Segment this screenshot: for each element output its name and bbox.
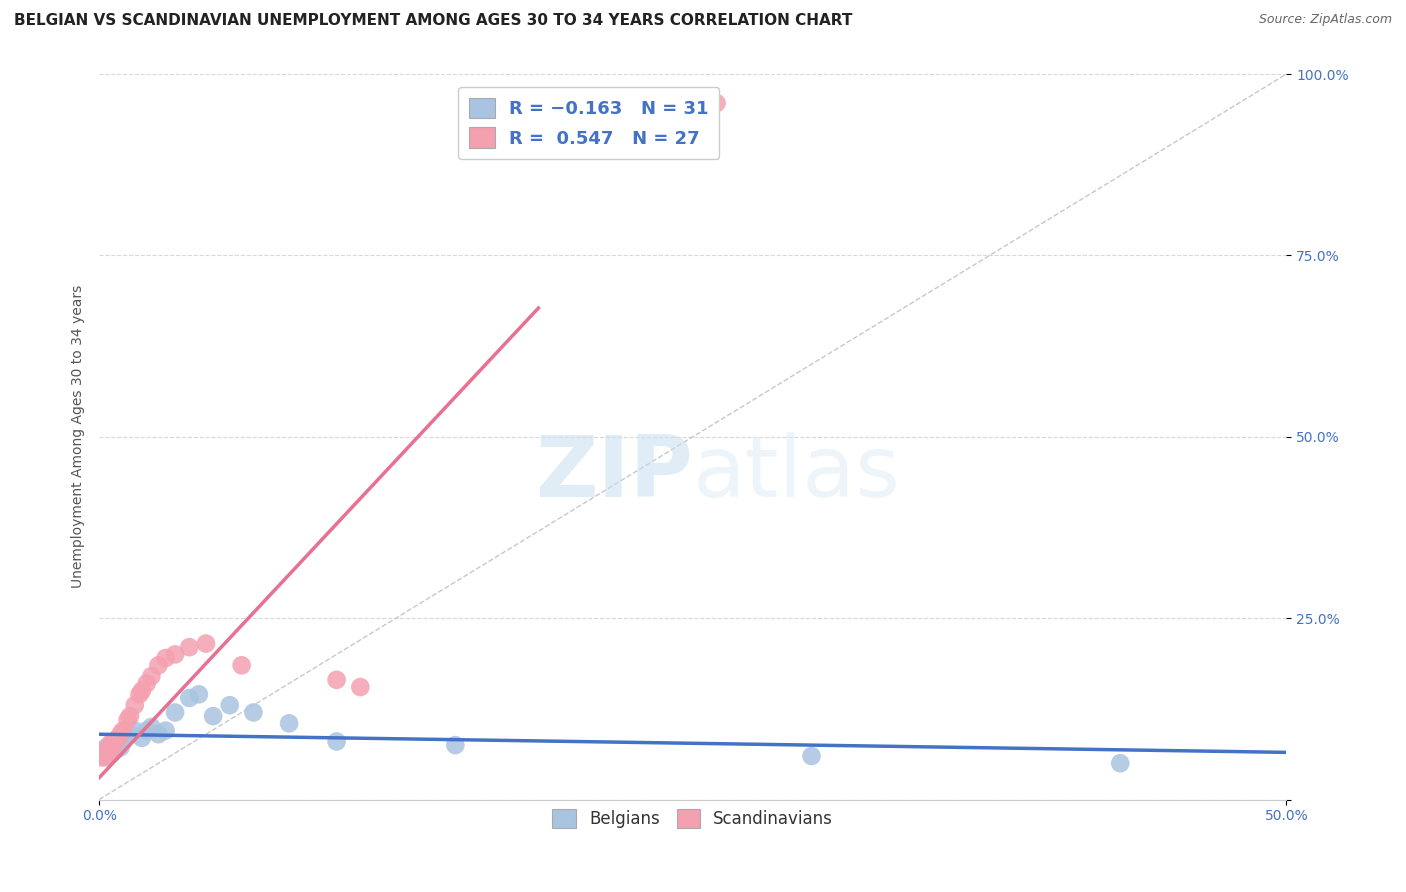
Point	[325, 734, 347, 748]
Point	[90, 749, 112, 764]
Point	[96, 741, 118, 756]
Y-axis label: Unemployment Among Ages 30 to 34 years: Unemployment Among Ages 30 to 34 years	[72, 285, 86, 589]
Point	[599, 96, 621, 111]
Point	[278, 716, 301, 731]
Point	[131, 683, 153, 698]
Point	[135, 723, 157, 738]
Point	[114, 731, 136, 745]
Point	[90, 750, 112, 764]
Point	[242, 706, 264, 720]
Point	[128, 687, 150, 701]
Point	[444, 738, 467, 752]
Point	[141, 720, 163, 734]
Point	[118, 727, 141, 741]
Point	[165, 648, 187, 662]
Point	[100, 743, 122, 757]
Point	[111, 734, 134, 748]
Point	[100, 747, 122, 762]
Point	[131, 731, 153, 745]
Point	[96, 750, 118, 764]
Point	[100, 736, 122, 750]
Point	[93, 745, 115, 759]
Point	[118, 709, 141, 723]
Point	[1109, 756, 1132, 771]
Point	[96, 749, 118, 764]
Point	[187, 687, 209, 701]
Text: atlas: atlas	[693, 432, 901, 515]
Point	[231, 658, 253, 673]
Point	[110, 740, 132, 755]
Point	[103, 741, 125, 756]
Point	[93, 747, 115, 762]
Legend: Belgians, Scandinavians: Belgians, Scandinavians	[546, 802, 839, 835]
Point	[706, 96, 728, 111]
Point	[325, 673, 347, 687]
Point	[124, 698, 146, 713]
Point	[117, 713, 139, 727]
Point	[148, 727, 170, 741]
Point	[96, 740, 118, 755]
Point	[104, 734, 127, 748]
Point	[155, 651, 177, 665]
Point	[97, 743, 120, 757]
Text: Source: ZipAtlas.com: Source: ZipAtlas.com	[1258, 13, 1392, 27]
Point	[124, 723, 146, 738]
Point	[141, 669, 163, 683]
Point	[103, 738, 125, 752]
Point	[179, 690, 201, 705]
Point	[349, 680, 371, 694]
Point	[155, 723, 177, 738]
Point	[800, 749, 823, 764]
Point	[195, 636, 218, 650]
Point	[104, 743, 127, 757]
Point	[165, 706, 187, 720]
Point	[110, 727, 132, 741]
Text: BELGIAN VS SCANDINAVIAN UNEMPLOYMENT AMONG AGES 30 TO 34 YEARS CORRELATION CHART: BELGIAN VS SCANDINAVIAN UNEMPLOYMENT AMO…	[14, 13, 852, 29]
Point	[658, 96, 681, 111]
Point	[148, 658, 170, 673]
Point	[100, 738, 122, 752]
Point	[135, 676, 157, 690]
Point	[179, 640, 201, 655]
Point	[107, 738, 129, 752]
Point	[218, 698, 240, 713]
Point	[97, 745, 120, 759]
Point	[202, 709, 225, 723]
Point	[111, 723, 134, 738]
Point	[107, 731, 129, 745]
Text: ZIP: ZIP	[536, 432, 693, 515]
